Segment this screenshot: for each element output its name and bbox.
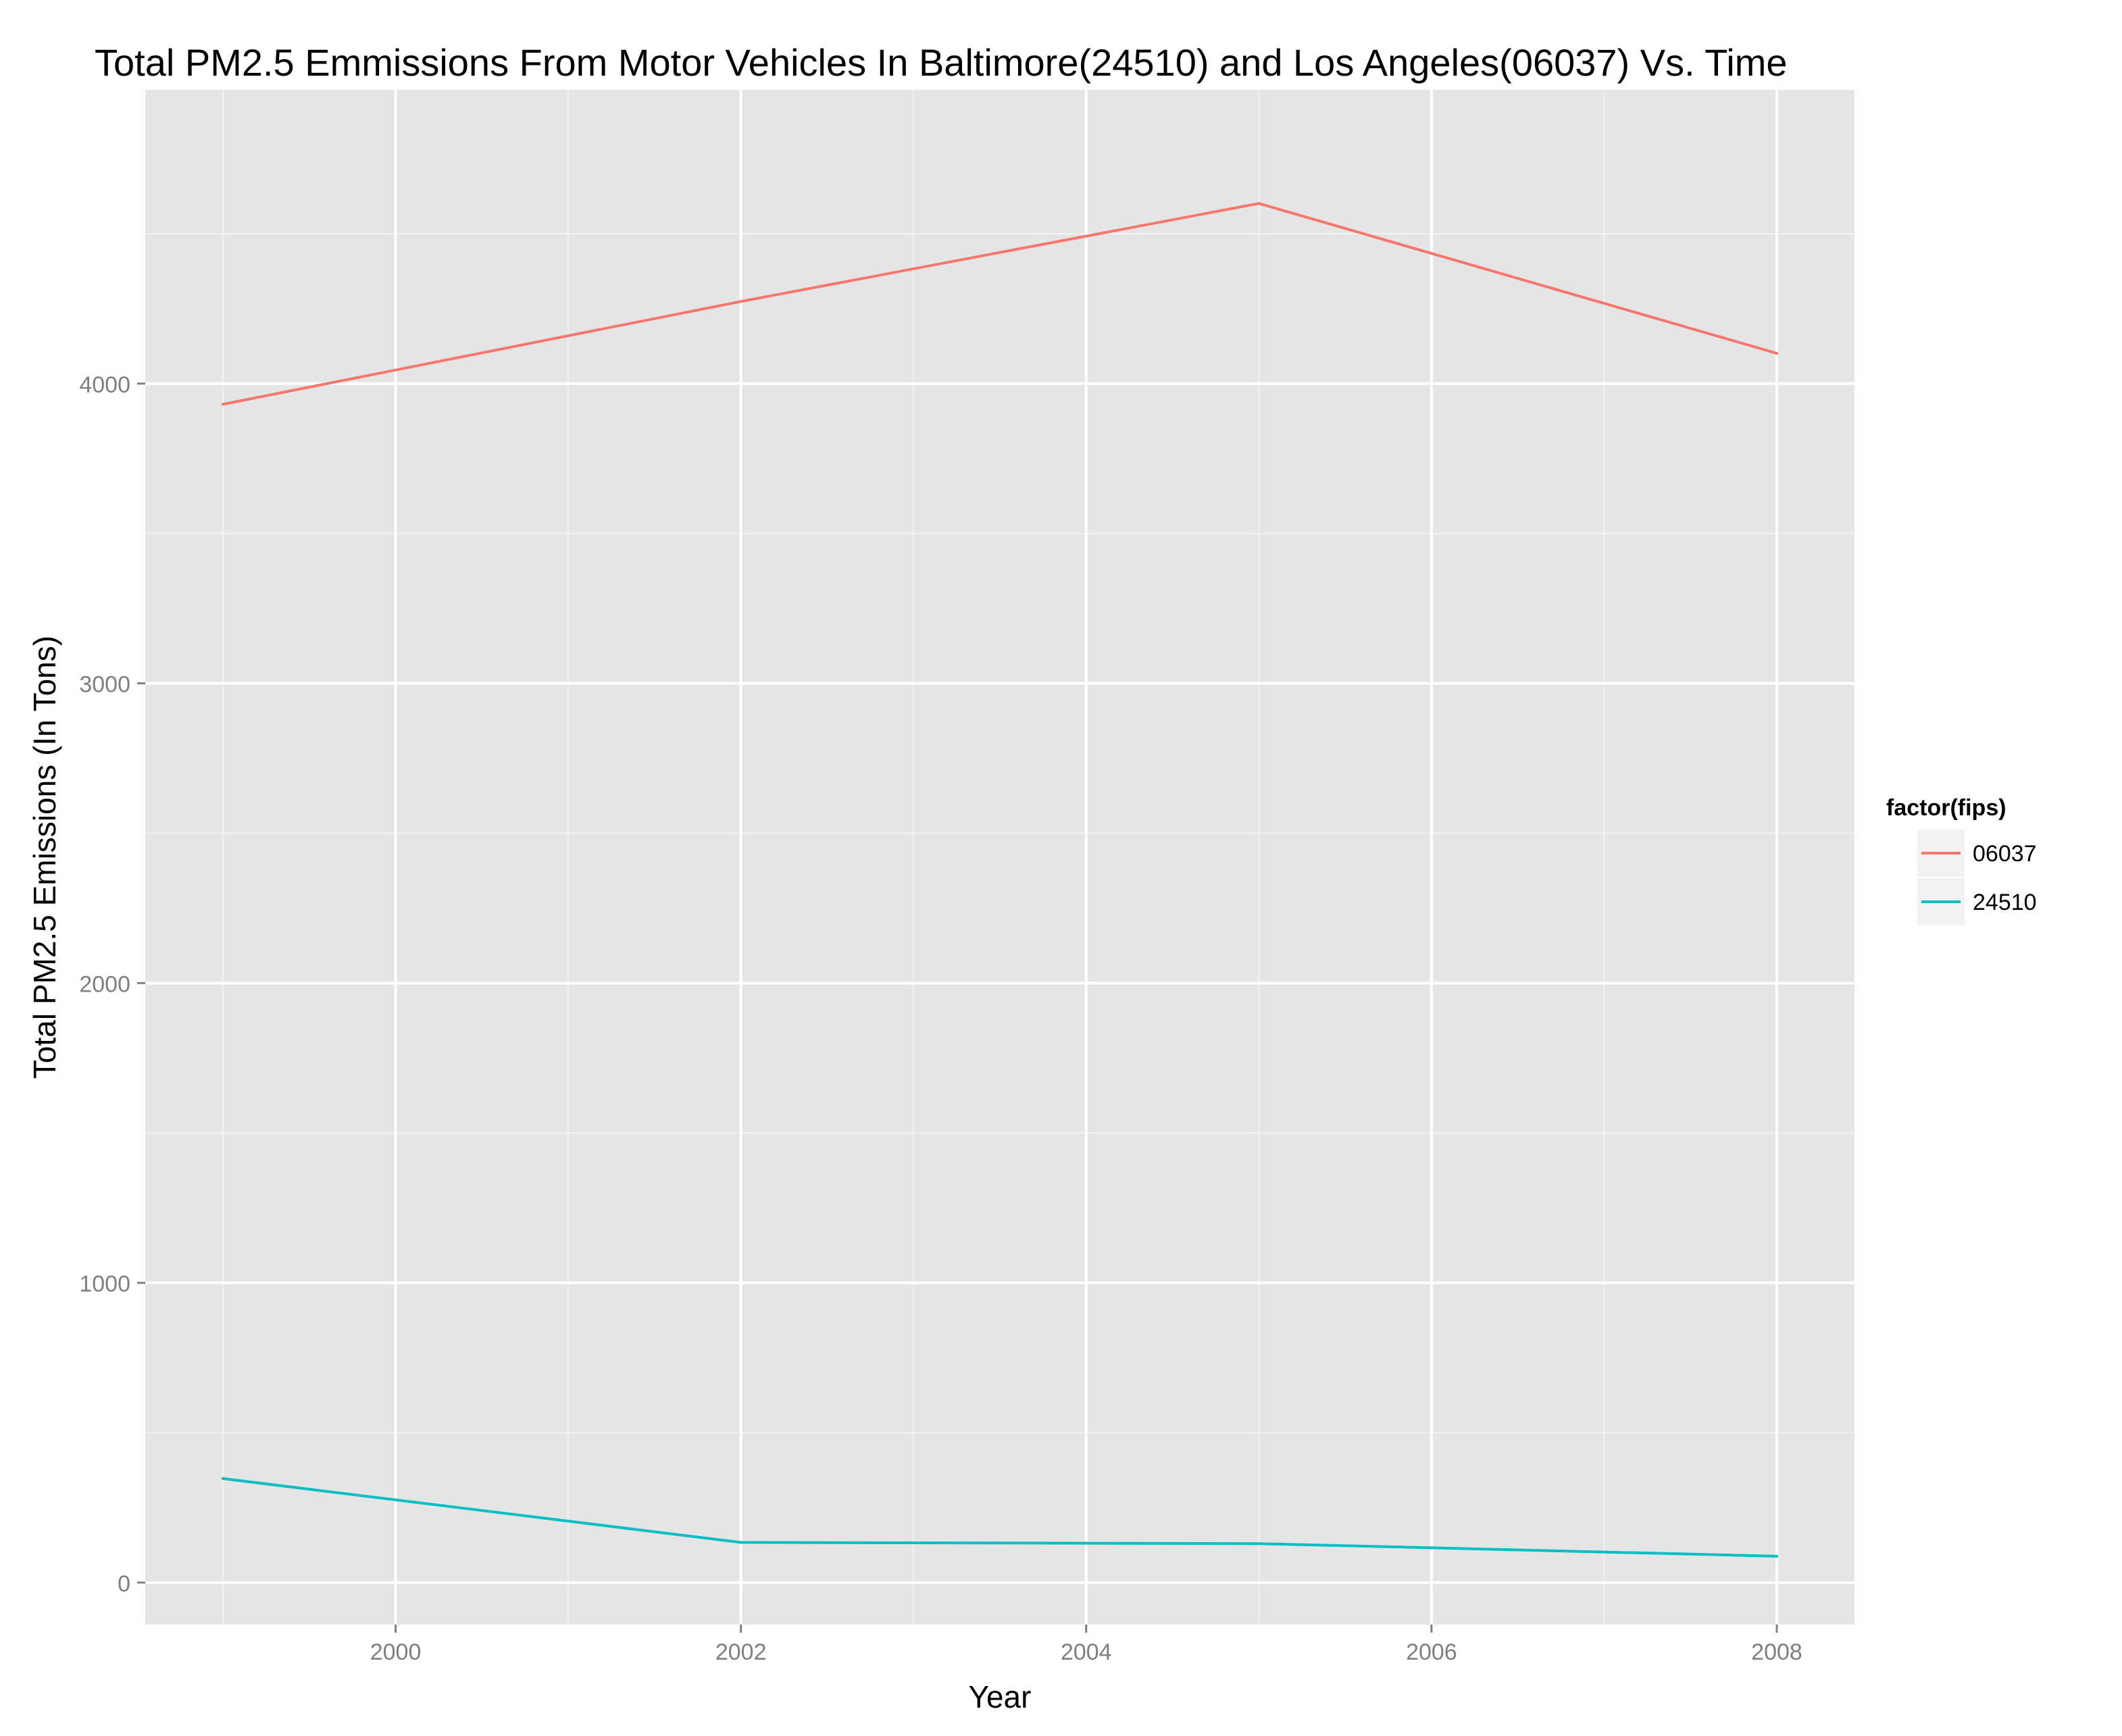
- y-tick-label: 0: [118, 1571, 130, 1597]
- y-axis: 0 1000 2000 3000 4000: [79, 372, 145, 1597]
- x-tick-label: 2008: [1751, 1639, 1802, 1665]
- data-point-24510: [1775, 1554, 1778, 1558]
- x-tick-label: 2000: [370, 1639, 422, 1665]
- series-line-24510: [222, 1477, 1778, 1558]
- data-point-24510: [222, 1477, 224, 1480]
- legend-label-24510: 24510: [1973, 890, 2037, 915]
- y-tick-label: 1000: [79, 1271, 130, 1297]
- x-axis-label: Year: [969, 1679, 1032, 1714]
- x-tick-label: 2006: [1406, 1639, 1457, 1665]
- chart-title: Total PM2.5 Emmissions From Motor Vehicl…: [95, 41, 1788, 84]
- x-tick-label: 2004: [1061, 1639, 1112, 1665]
- x-axis: 2000 2002 2004 2006 2008: [370, 1625, 1802, 1665]
- data-point-24510: [739, 1541, 742, 1544]
- legend-label-06037: 06037: [1973, 841, 2037, 867]
- y-tick-label: 2000: [79, 971, 130, 997]
- legend: factor(fips) 06037 24510: [1886, 795, 2037, 925]
- data-point-06037: [1775, 352, 1778, 355]
- y-axis-label: Total PM2.5 Emissions (In Tons): [27, 636, 62, 1079]
- data-point-06037: [222, 403, 224, 406]
- major-gridlines: [145, 90, 1854, 1625]
- data-point-06037: [1257, 202, 1261, 205]
- y-tick-label: 4000: [79, 372, 130, 398]
- x-tick-label: 2002: [715, 1639, 767, 1665]
- series-line-06037: [222, 202, 1778, 406]
- y-tick-label: 3000: [79, 672, 130, 698]
- data-point-06037: [739, 300, 742, 303]
- legend-items: 06037 24510: [1917, 829, 2037, 925]
- series-lines: [222, 202, 1778, 1558]
- plot-panel: [145, 90, 1854, 1625]
- minor-gridlines: [145, 90, 1854, 1625]
- data-point-24510: [1257, 1542, 1261, 1546]
- legend-title: factor(fips): [1886, 795, 2006, 821]
